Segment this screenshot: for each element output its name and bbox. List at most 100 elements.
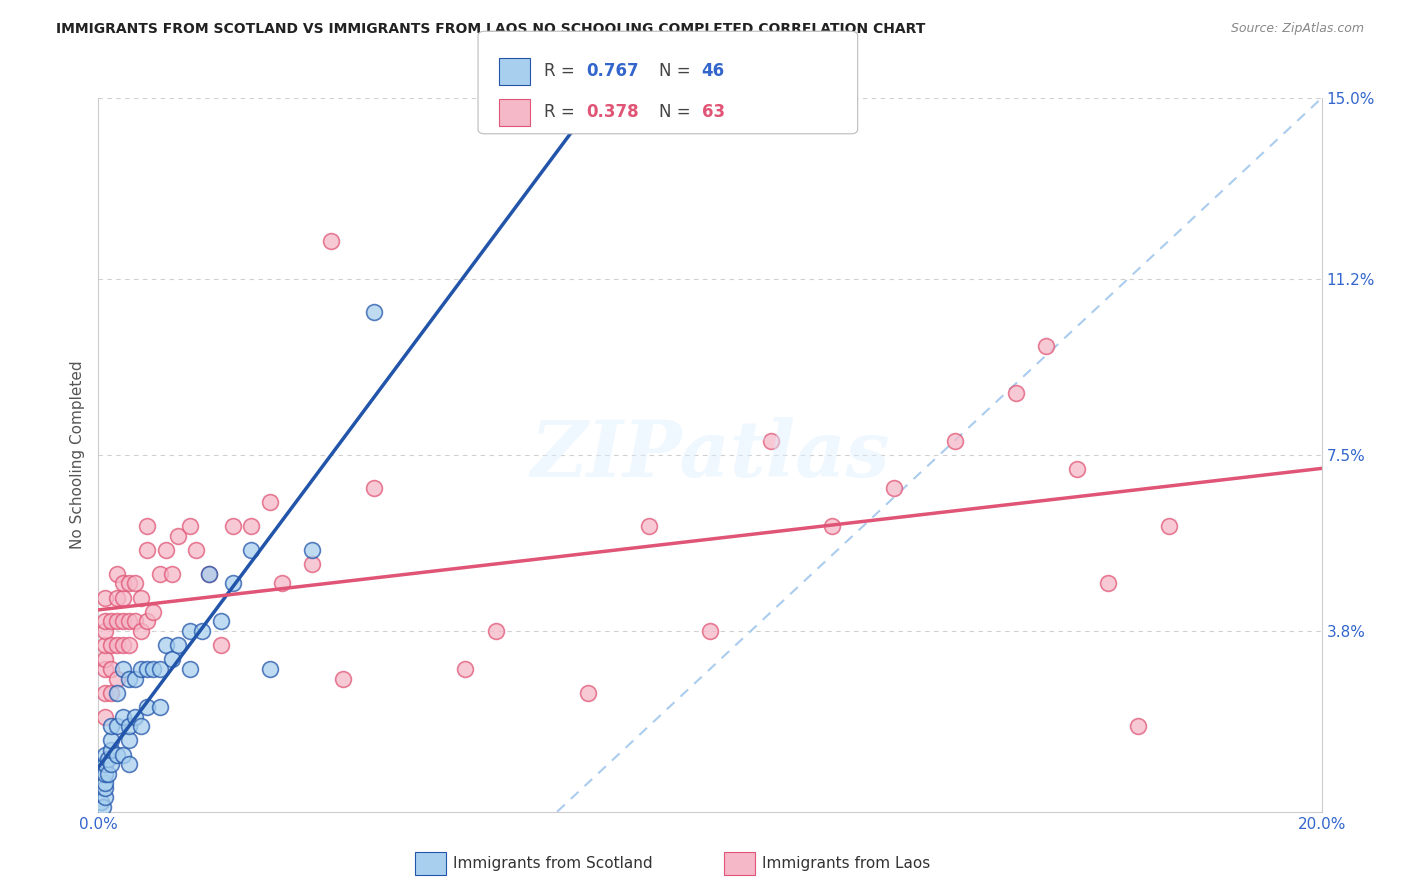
Point (363, 481, 385, 495)
Point (93, 615, 115, 629)
Point (100, 686, 122, 700)
Point (118, 672, 141, 686)
Point (100, 733, 122, 747)
Point (93, 790, 115, 805)
Point (105, 672, 128, 686)
Point (97, 752, 120, 766)
Point (129, 591, 152, 605)
Text: R =: R = (544, 103, 581, 121)
Point (699, 624, 721, 638)
Point (821, 519, 844, 533)
Text: Source: ZipAtlas.com: Source: ZipAtlas.com (1230, 22, 1364, 36)
Point (1157, 519, 1180, 533)
Point (136, 662, 159, 676)
Point (576, 686, 599, 700)
Point (270, 576, 292, 591)
Point (943, 434, 966, 448)
Text: 0.378: 0.378 (586, 103, 638, 121)
Point (197, 566, 219, 581)
Point (100, 662, 122, 676)
Point (1128, 719, 1150, 733)
Point (363, 305, 385, 319)
Point (118, 576, 141, 591)
Point (118, 733, 141, 747)
Text: Immigrants from Laos: Immigrants from Laos (762, 856, 931, 871)
Point (240, 519, 263, 533)
Point (111, 747, 134, 762)
Point (259, 662, 281, 676)
Point (93, 776, 115, 790)
Point (1066, 462, 1088, 476)
Y-axis label: No Schooling Completed: No Schooling Completed (69, 360, 84, 549)
Point (124, 576, 146, 591)
Text: N =: N = (659, 62, 696, 80)
Point (160, 566, 183, 581)
Point (332, 672, 354, 686)
Point (91, 800, 114, 814)
Point (124, 615, 146, 629)
Point (222, 576, 245, 591)
Point (136, 700, 159, 714)
Point (485, 624, 508, 638)
Point (93, 662, 115, 676)
Text: ZIPatlas: ZIPatlas (530, 417, 890, 493)
Point (93, 757, 115, 772)
Point (155, 638, 177, 652)
Point (105, 747, 128, 762)
Point (197, 566, 219, 581)
Point (124, 709, 146, 723)
Text: 63: 63 (702, 103, 724, 121)
Point (179, 624, 201, 638)
Point (160, 652, 183, 666)
Point (111, 615, 134, 629)
Point (97, 766, 120, 780)
Point (93, 780, 115, 795)
Point (1004, 386, 1026, 401)
Point (637, 519, 661, 533)
Text: 0.767: 0.767 (586, 62, 638, 80)
Point (136, 519, 159, 533)
Point (118, 719, 141, 733)
Point (105, 638, 128, 652)
Point (142, 605, 165, 619)
Text: N =: N = (659, 103, 696, 121)
Point (186, 543, 208, 558)
Point (118, 638, 141, 652)
Point (111, 591, 134, 605)
Point (149, 662, 172, 676)
Text: R =: R = (544, 62, 581, 80)
Point (167, 529, 190, 543)
Point (111, 709, 134, 723)
Text: Immigrants from Scotland: Immigrants from Scotland (453, 856, 652, 871)
Point (179, 662, 201, 676)
Point (93, 652, 115, 666)
Point (105, 566, 128, 581)
Text: 46: 46 (702, 62, 724, 80)
Point (93, 638, 115, 652)
Point (454, 662, 477, 676)
Point (1035, 338, 1057, 352)
Point (136, 615, 159, 629)
Point (93, 591, 115, 605)
Point (191, 624, 214, 638)
Point (155, 543, 177, 558)
Point (209, 638, 232, 652)
Point (105, 719, 128, 733)
Point (93, 686, 115, 700)
Point (149, 700, 172, 714)
Point (883, 481, 905, 495)
Point (100, 743, 122, 757)
Point (100, 638, 122, 652)
Point (118, 615, 141, 629)
Point (301, 543, 323, 558)
Point (136, 543, 159, 558)
Point (759, 434, 782, 448)
Point (111, 662, 134, 676)
Point (179, 519, 201, 533)
Point (100, 757, 122, 772)
Point (209, 615, 232, 629)
Point (111, 576, 134, 591)
Point (100, 615, 122, 629)
Point (100, 719, 122, 733)
Point (222, 519, 245, 533)
